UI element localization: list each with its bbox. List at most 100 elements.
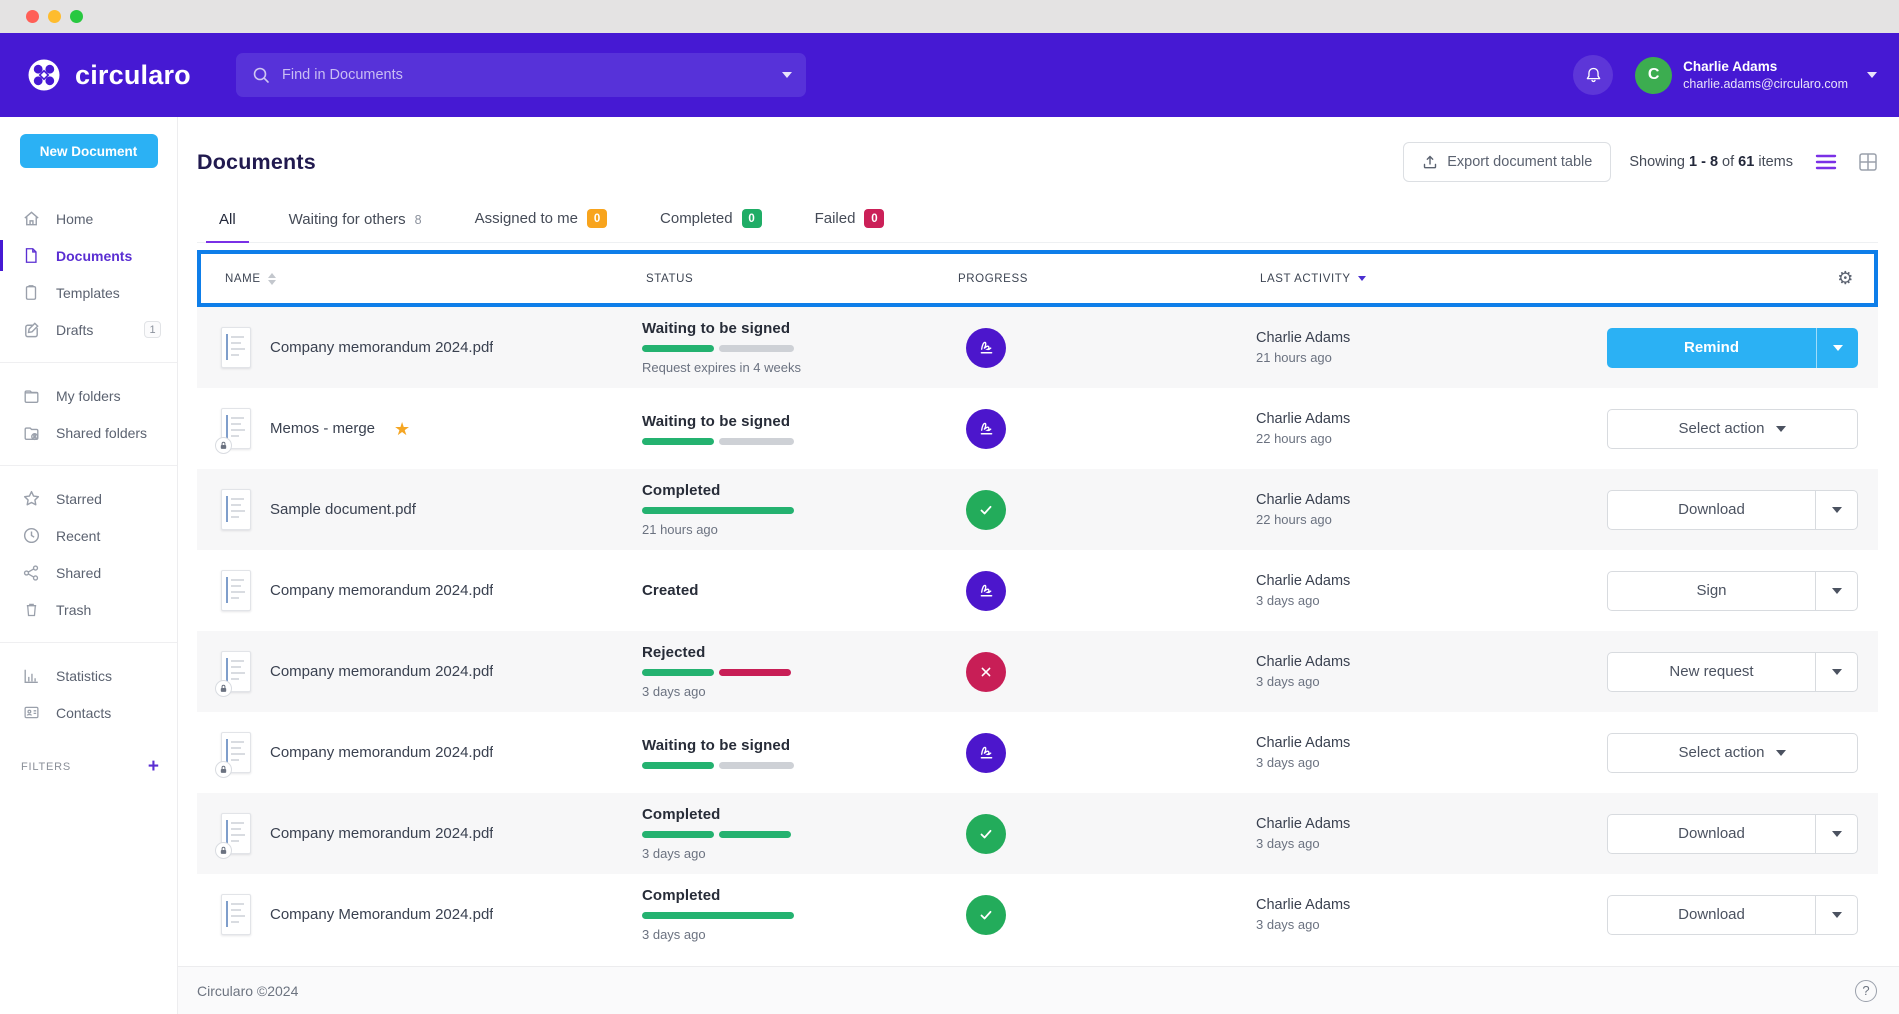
lock-icon bbox=[215, 680, 232, 697]
document-name[interactable]: Company Memorandum 2024.pdf bbox=[270, 906, 493, 923]
notifications-button[interactable] bbox=[1573, 55, 1613, 95]
table-settings-gear-icon[interactable]: ⚙ bbox=[1837, 268, 1854, 289]
zoom-window-button[interactable] bbox=[70, 10, 83, 23]
search-bar[interactable] bbox=[236, 53, 806, 97]
sidebar-item-recent[interactable]: Recent bbox=[0, 517, 177, 554]
row-action-dropdown-button[interactable] bbox=[1815, 491, 1857, 529]
row-action-dropdown-button[interactable] bbox=[1815, 896, 1857, 934]
table-row[interactable]: Company memorandum 2024.pdf Waiting to b… bbox=[197, 307, 1878, 388]
signature-icon bbox=[966, 409, 1006, 449]
document-name[interactable]: Company memorandum 2024.pdf bbox=[270, 744, 493, 761]
app-header: circularo C Charlie Adams charlie.adams@… bbox=[0, 33, 1899, 117]
document-name[interactable]: Company memorandum 2024.pdf bbox=[270, 825, 493, 842]
sidebar-item-contacts[interactable]: Contacts bbox=[0, 694, 177, 731]
status-subtext: 3 days ago bbox=[642, 927, 954, 942]
sidebar-item-shared[interactable]: Shared bbox=[0, 554, 177, 591]
document-name[interactable]: Company memorandum 2024.pdf bbox=[270, 339, 493, 356]
tab-all[interactable]: All bbox=[206, 211, 249, 243]
minimize-window-button[interactable] bbox=[48, 10, 61, 23]
row-action-button[interactable]: Remind bbox=[1607, 328, 1816, 368]
document-name[interactable]: Sample document.pdf bbox=[270, 501, 416, 518]
row-action-button[interactable]: New request bbox=[1608, 653, 1815, 691]
page-title: Documents bbox=[197, 150, 316, 175]
sidebar-item-templates[interactable]: Templates bbox=[0, 274, 177, 311]
check-icon bbox=[966, 895, 1006, 935]
items-count: Showing 1 - 8 of 61 items bbox=[1629, 154, 1793, 170]
tab-waiting-for-others[interactable]: Waiting for others 8 bbox=[276, 211, 435, 243]
brand-logo[interactable]: circularo bbox=[24, 55, 200, 95]
search-input[interactable] bbox=[282, 67, 782, 83]
document-thumbnail bbox=[221, 651, 251, 692]
shared-folder-icon bbox=[21, 423, 41, 443]
last-activity-user: Charlie Adams bbox=[1256, 330, 1581, 346]
document-name[interactable]: Company memorandum 2024.pdf bbox=[270, 582, 493, 599]
row-action-select-action: Select action bbox=[1607, 733, 1858, 773]
sidebar-item-shared-folders[interactable]: Shared folders bbox=[0, 414, 177, 451]
tab-assigned-to-me[interactable]: Assigned to me 0 bbox=[462, 209, 620, 243]
sidebar-item-my-folders[interactable]: My folders bbox=[0, 377, 177, 414]
sidebar-item-documents[interactable]: Documents bbox=[0, 237, 177, 274]
search-scope-dropdown-icon[interactable] bbox=[782, 72, 792, 78]
home-icon bbox=[21, 209, 41, 229]
sidebar-item-trash[interactable]: Trash bbox=[0, 591, 177, 628]
row-action-dropdown-button[interactable] bbox=[1815, 653, 1857, 691]
last-activity-user: Charlie Adams bbox=[1256, 897, 1581, 913]
row-action-dropdown-button[interactable] bbox=[1815, 572, 1857, 610]
document-name[interactable]: Company memorandum 2024.pdf bbox=[270, 663, 493, 680]
brand-name: circularo bbox=[75, 60, 191, 91]
user-menu[interactable]: C Charlie Adams charlie.adams@circularo.… bbox=[1635, 57, 1877, 94]
tab-completed[interactable]: Completed 0 bbox=[647, 209, 775, 243]
document-icon bbox=[21, 246, 41, 266]
table-row[interactable]: Company memorandum 2024.pdf Rejected 3 d… bbox=[197, 631, 1878, 712]
search-icon bbox=[252, 66, 270, 84]
add-filter-button[interactable]: + bbox=[148, 757, 159, 776]
last-activity-user: Charlie Adams bbox=[1256, 735, 1581, 751]
row-action-dropdown-button[interactable] bbox=[1815, 815, 1857, 853]
sidebar-item-statistics[interactable]: Statistics bbox=[0, 657, 177, 694]
row-action-button[interactable]: Download bbox=[1608, 896, 1815, 934]
cross-icon bbox=[966, 652, 1006, 692]
column-header-name[interactable]: NAME bbox=[225, 273, 646, 285]
row-action-select-action: Select action bbox=[1607, 409, 1858, 449]
document-tabs: All Waiting for others 8 Assigned to me … bbox=[197, 209, 1878, 243]
star-icon[interactable]: ★ bbox=[394, 420, 410, 438]
sidebar-item-home[interactable]: Home bbox=[0, 200, 177, 237]
statistics-icon bbox=[21, 666, 41, 686]
sidebar-item-starred[interactable]: Starred bbox=[0, 480, 177, 517]
sidebar-item-drafts[interactable]: Drafts 1 bbox=[0, 311, 177, 348]
document-name[interactable]: Memos - merge bbox=[270, 420, 375, 437]
row-action-button[interactable]: Select action bbox=[1608, 734, 1857, 772]
document-thumbnail bbox=[221, 813, 251, 854]
sort-icon[interactable] bbox=[268, 273, 276, 285]
last-activity-user: Charlie Adams bbox=[1256, 654, 1581, 670]
table-row[interactable]: Sample document.pdf Completed 21 hours a… bbox=[197, 469, 1878, 550]
table-row[interactable]: Company memorandum 2024.pdf Completed 3 … bbox=[197, 793, 1878, 874]
table-row[interactable]: Company memorandum 2024.pdf Created Char… bbox=[197, 550, 1878, 631]
close-window-button[interactable] bbox=[26, 10, 39, 23]
list-view-button[interactable] bbox=[1815, 153, 1837, 171]
column-header-status[interactable]: STATUS bbox=[646, 273, 958, 285]
draft-icon bbox=[21, 320, 41, 340]
tab-count-badge: 0 bbox=[742, 209, 762, 228]
status-label: Created bbox=[642, 582, 954, 599]
items-total: 61 bbox=[1738, 154, 1754, 170]
export-document-table-button[interactable]: Export document table bbox=[1403, 142, 1611, 182]
last-activity-time: 22 hours ago bbox=[1256, 431, 1581, 446]
row-action-download: Download bbox=[1607, 490, 1858, 530]
sidebar: New Document Home Documents Templates Dr… bbox=[0, 117, 178, 1014]
table-row[interactable]: Company memorandum 2024.pdf Waiting to b… bbox=[197, 712, 1878, 793]
new-document-button[interactable]: New Document bbox=[20, 134, 158, 168]
table-row[interactable]: Company Memorandum 2024.pdf Completed 3 … bbox=[197, 874, 1878, 955]
row-action-dropdown-button[interactable] bbox=[1816, 328, 1858, 368]
help-button[interactable]: ? bbox=[1855, 980, 1877, 1002]
row-action-button[interactable]: Select action bbox=[1608, 410, 1857, 448]
tab-failed[interactable]: Failed 0 bbox=[802, 209, 898, 243]
row-action-button[interactable]: Download bbox=[1608, 815, 1815, 853]
row-action-button[interactable]: Sign bbox=[1608, 572, 1815, 610]
table-row[interactable]: Memos - merge ★ Waiting to be signed Cha… bbox=[197, 388, 1878, 469]
column-header-progress[interactable]: PROGRESS bbox=[958, 273, 1260, 285]
column-header-last-activity[interactable]: LAST ACTIVITY bbox=[1260, 273, 1585, 285]
grid-view-button[interactable] bbox=[1858, 152, 1878, 172]
row-action-button[interactable]: Download bbox=[1608, 491, 1815, 529]
check-icon bbox=[966, 814, 1006, 854]
